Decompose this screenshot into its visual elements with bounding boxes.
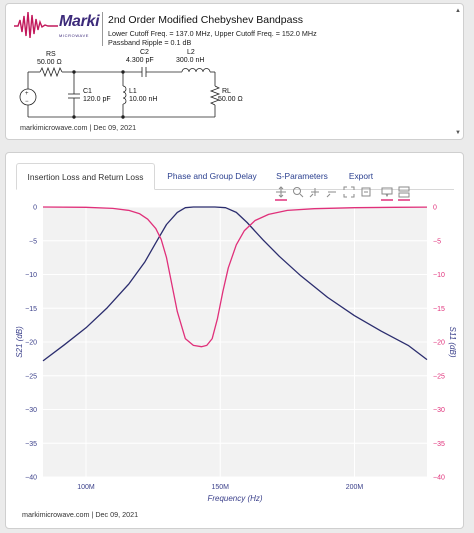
y-tick-label-right: −30 [433, 407, 445, 414]
y-tick-label-left: −25 [25, 373, 37, 380]
l1-name: L1 [129, 88, 137, 95]
y-axis-title-right: S11 (dB) [448, 327, 457, 358]
l2-value: 300.0 nH [176, 57, 205, 64]
tab-export[interactable]: Export [348, 171, 374, 181]
tab-phase-group-delay[interactable]: Phase and Group Delay [167, 171, 257, 181]
c2-name: C2 [140, 49, 149, 56]
zoom-icon[interactable] [292, 186, 304, 198]
y-tick-label-right: −35 [433, 441, 445, 448]
chart-tabs: Insertion Loss and Return Loss Phase and… [16, 163, 454, 190]
hover-compare-icon[interactable] [398, 186, 410, 201]
chart-footer-text: markimicrowave.com | Dec 09, 2021 [22, 510, 139, 519]
filter-passband-ripple: Passband Ripple = 0.1 dB [108, 38, 192, 47]
resistor-rl-icon [209, 85, 221, 106]
x-tick-label: 100M [77, 484, 95, 491]
x-axis-title: Frequency (Hz) [207, 494, 262, 503]
chart-card: Insertion Loss and Return Loss Phase and… [5, 152, 464, 529]
rs-name: RS [46, 51, 56, 58]
y-tick-label-left: −10 [25, 272, 37, 279]
y-tick-label-left: −30 [25, 407, 37, 414]
filter-cutoff-frequencies: Lower Cutoff Freq. = 137.0 MHz, Upper Cu… [108, 29, 317, 38]
y-tick-label-right: −25 [433, 373, 445, 380]
y-tick-label-left: −35 [25, 441, 37, 448]
marki-logo-text: Marki [59, 13, 100, 30]
x-tick-label: 150M [211, 484, 229, 491]
y-axis-title-left: S21 (dB) [15, 326, 24, 358]
marki-logo-subtext: MICROWAVE [59, 33, 90, 38]
autoscale-icon[interactable] [343, 186, 355, 198]
scroll-down-arrow-icon[interactable]: ▼ [455, 130, 461, 136]
inductor-l1-icon [122, 85, 127, 105]
y-tick-label-left: −5 [29, 238, 37, 245]
y-tick-label-left: −15 [25, 306, 37, 313]
y-tick-label-right: −15 [433, 306, 445, 313]
rl-value: 50.00 Ω [218, 96, 243, 103]
header-divider [102, 12, 103, 46]
svg-text:−: − [25, 99, 29, 105]
y-tick-label-left: −40 [25, 475, 37, 482]
filter-title: 2nd Order Modified Chebyshev Bandpass [108, 14, 303, 26]
c2-value: 4.300 pF [126, 57, 154, 64]
rl-name: RL [222, 88, 231, 95]
y-tick-label-right: −40 [433, 475, 445, 482]
resistor-rs-icon [39, 66, 63, 78]
filter-schematic: + − [19, 66, 221, 119]
reset-axes-icon[interactable] [360, 186, 372, 198]
series-line-s11 [42, 206, 428, 348]
l1-value: 10.00 nH [129, 96, 158, 103]
scroll-up-arrow-icon[interactable]: ▲ [455, 8, 461, 14]
chart-svg: 0 0 −5 −5 −10 −10 −15 −15 −20 −20 −25 −25 −30 −30 −35 −… [15, 186, 457, 503]
marki-logo-wave-icon [14, 11, 58, 39]
top-footer-text: markimicrowave.com | Dec 09, 2021 [20, 123, 137, 132]
c1-name: C1 [83, 88, 92, 95]
hover-closest-icon[interactable] [381, 186, 393, 201]
y-tick-label-right: −10 [433, 272, 445, 279]
tab-s-parameters[interactable]: S-Parameters [276, 171, 328, 181]
filter-summary-card: Marki MICROWAVE 2nd Order Modified Cheby… [5, 3, 464, 140]
zoom-out-icon[interactable] [326, 186, 338, 198]
zoom-in-icon[interactable] [309, 186, 321, 198]
rs-value: 50.00 Ω [37, 59, 62, 66]
tab-insertion-return-loss[interactable]: Insertion Loss and Return Loss [16, 163, 155, 190]
y-tick-label-right: −20 [433, 340, 445, 347]
y-tick-label-left: 0 [33, 205, 37, 212]
svg-text:+: + [25, 91, 29, 97]
c1-value: 120.0 pF [83, 96, 111, 103]
pan-icon[interactable] [275, 186, 287, 201]
l2-name: L2 [187, 49, 195, 56]
series-line-s21 [42, 206, 428, 362]
y-tick-label-left: −20 [25, 340, 37, 347]
y-tick-label-right: 0 [433, 205, 437, 212]
y-tick-label-right: −5 [433, 238, 441, 245]
x-tick-label: 200M [346, 484, 364, 491]
inductor-l2-icon [181, 68, 211, 73]
